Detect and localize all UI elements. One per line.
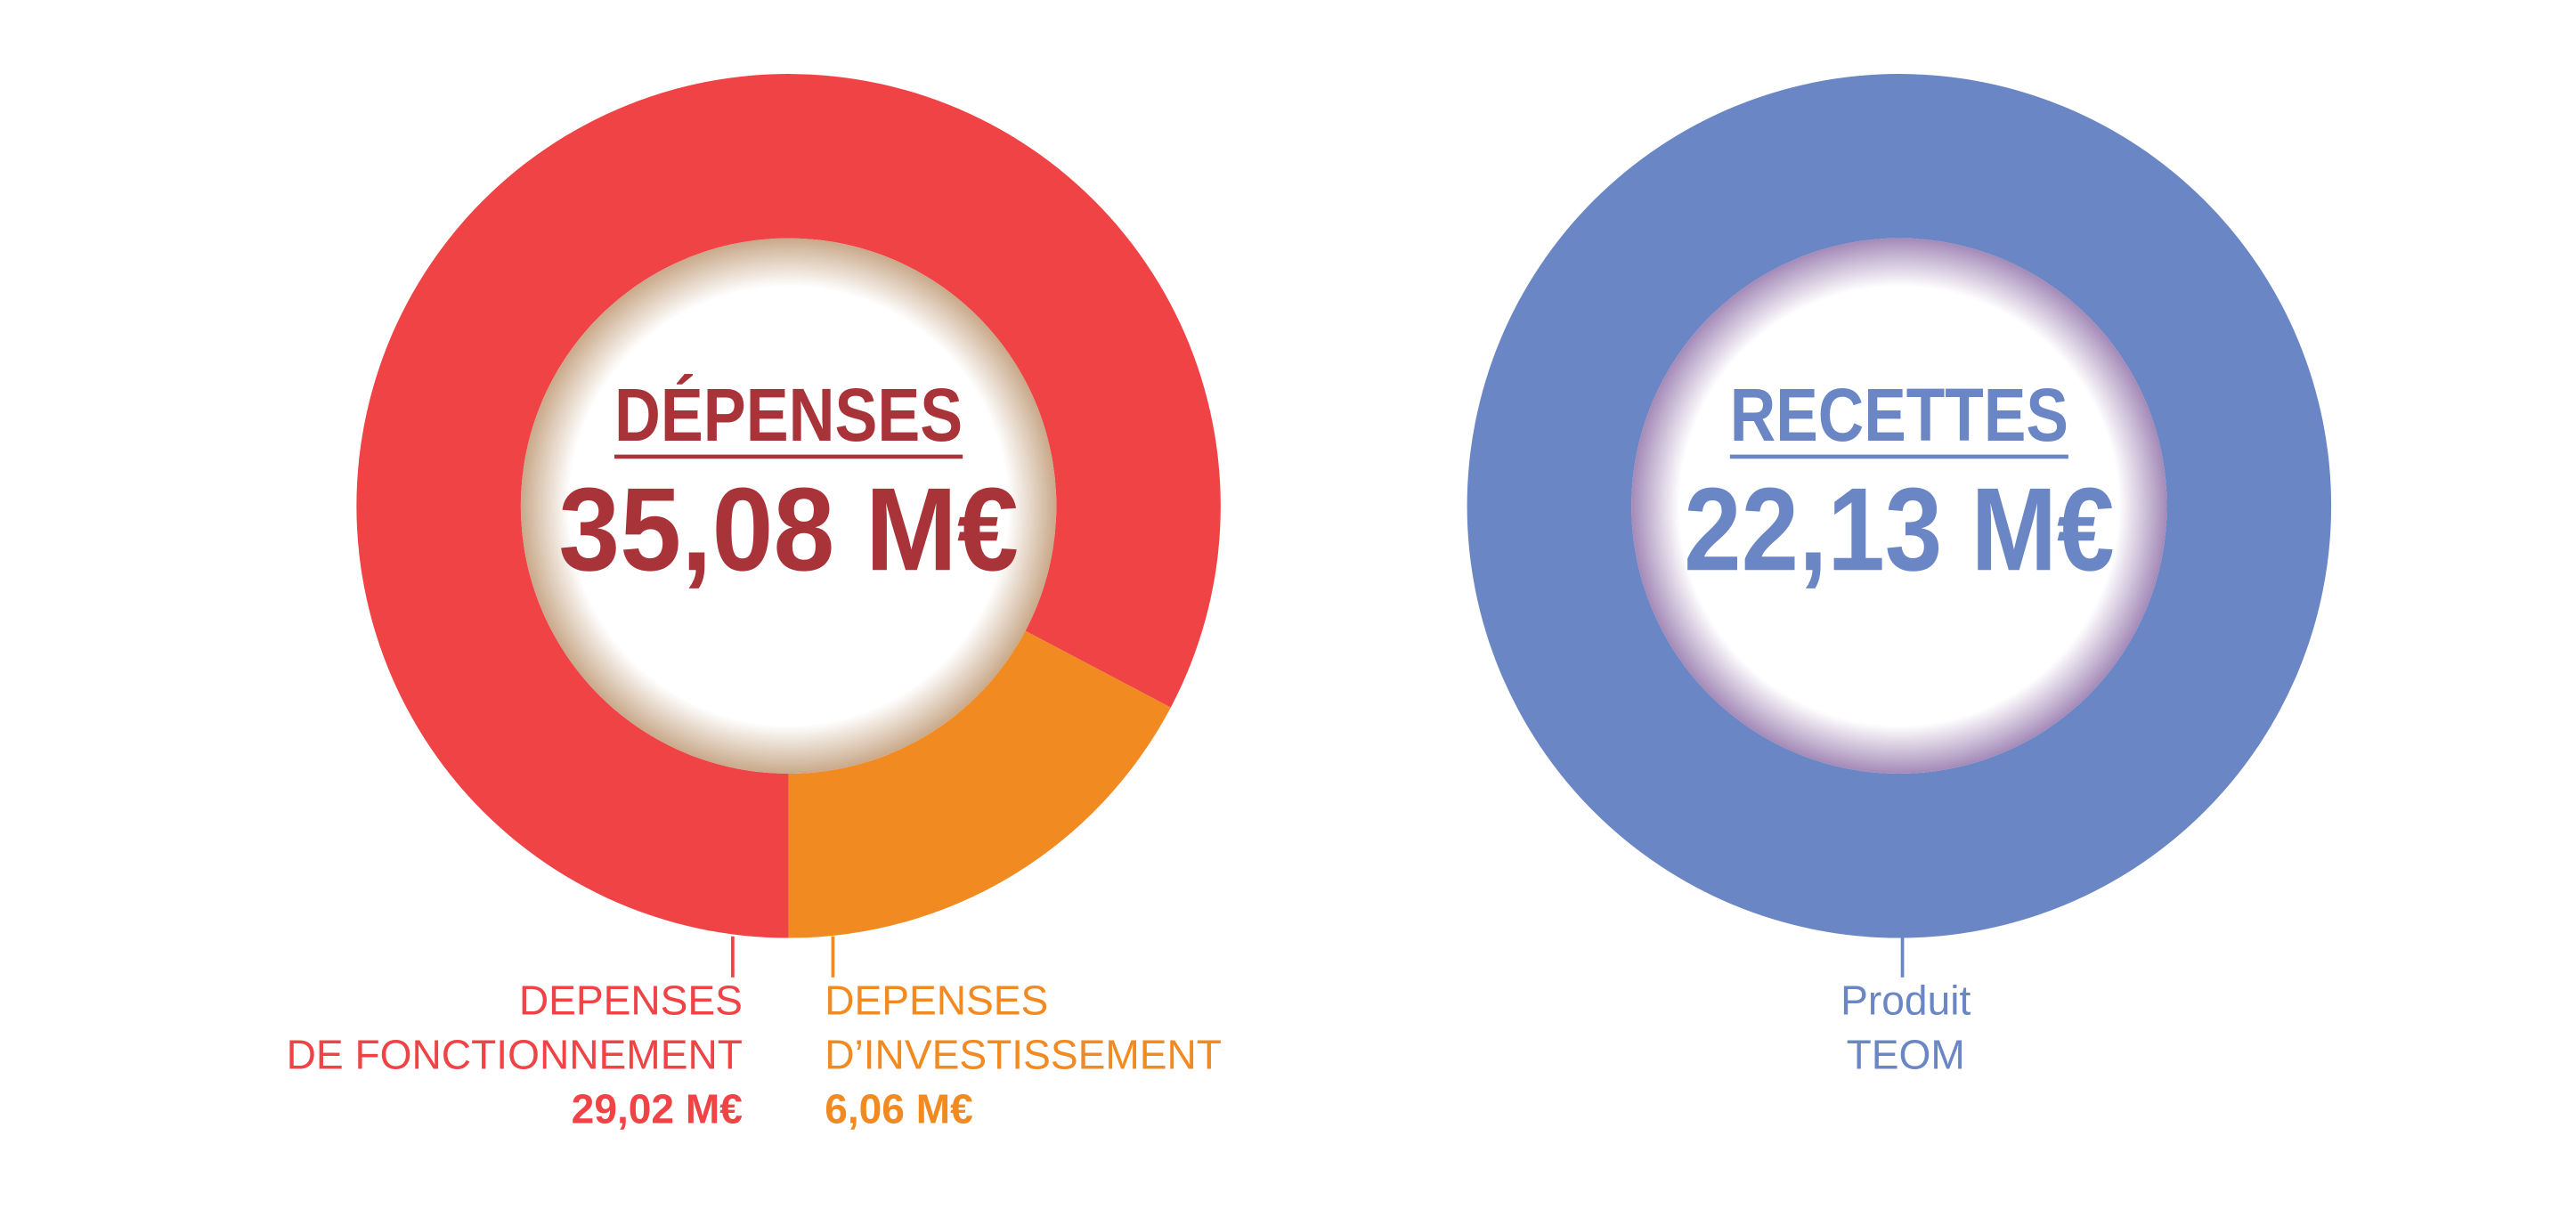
value-label: 29,02 M€ (572, 1085, 743, 1132)
category-label: DE FONCTIONNEMENT (287, 1031, 743, 1077)
donut-segment (788, 630, 1171, 938)
center-title: RECETTES (1730, 372, 2068, 457)
donut-hole (520, 238, 1057, 775)
center-title: DÉPENSES (614, 372, 963, 457)
donut-segment (1467, 74, 2332, 938)
category-label: Produit (1841, 978, 1971, 1024)
center-total: 22,13 M€ (1684, 464, 2114, 596)
category-label: DEPENSES (519, 978, 743, 1024)
category-label: TEOM (1847, 1031, 1965, 1077)
donut-hole (1631, 238, 2167, 775)
donut-segment (356, 74, 1221, 938)
center-total: 35,08 M€ (558, 464, 1019, 596)
category-label: D’INVESTISSEMENT (825, 1031, 1222, 1077)
value-label: 6,06 M€ (825, 1085, 973, 1132)
category-label: DEPENSES (825, 978, 1048, 1024)
